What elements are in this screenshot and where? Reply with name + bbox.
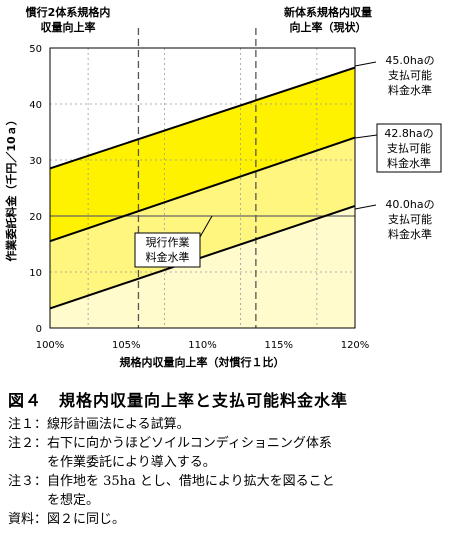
conventional-2-annotation: 慣行2体系規格内収量向上率 <box>25 5 111 34</box>
label-45ha: 45.0haの支払可能料金水準 <box>385 54 434 97</box>
y-tick-label: 10 <box>29 268 42 279</box>
fill-band-mid <box>50 137 355 309</box>
x-axis-label: 規格内収量向上率（対慣行１比） <box>120 355 285 369</box>
current-fee-leader <box>199 215 213 238</box>
note-line: 資料：図２に同じ。 <box>8 512 126 527</box>
figure-title: 図４ 規格内収量向上率と支払可能料金水準 <box>8 391 349 410</box>
plot-frame <box>49 47 356 329</box>
series-line <box>50 136 355 243</box>
note-line: を作業委託により導入する。 <box>8 455 216 470</box>
x-tick-label: 110% <box>188 340 217 351</box>
label-45ha-leader <box>354 61 377 67</box>
chart: 100% 105% 110% 115% 120% 0 10 20 30 40 50 規格内収量向上率… <box>4 5 442 369</box>
fill-band-top <box>50 67 355 242</box>
label-42-8ha-leader <box>354 134 378 139</box>
y-tick-label: 50 <box>29 44 42 55</box>
x-tick-label: 120% <box>341 340 370 351</box>
x-tick-label: 100% <box>36 340 65 351</box>
label-40ha-leader <box>354 204 377 210</box>
note-line: 注２：右下に向かうほどソイルコンディショニング体系 <box>8 436 332 451</box>
y-tick-label: 40 <box>29 100 42 111</box>
y-axis-label: 作業委託料金（千円／10ａ） <box>4 114 18 261</box>
current-fee-annotation: 現行作業料金水準 <box>146 236 190 264</box>
series-line <box>50 66 355 170</box>
fill-band-low <box>50 205 355 328</box>
y-tick-label: 20 <box>29 212 42 223</box>
y-tick-label: 0 <box>36 324 42 335</box>
y-tick-label: 30 <box>29 156 42 167</box>
label-42-8ha: 42.8haの支払可能料金水準 <box>384 127 433 170</box>
series-line <box>50 204 355 310</box>
note-line: 注１：線形計画法による試算。 <box>8 417 190 432</box>
note-line: を想定。 <box>8 493 100 508</box>
x-tick-label: 105% <box>112 340 141 351</box>
figure-caption: 図４ 規格内収量向上率と支払可能料金水準 注１：線形計画法による試算。 注２：右… <box>8 391 448 529</box>
current-fee-box <box>134 232 201 268</box>
new-system-annotation: 新体系規格内収量向上率（現状） <box>284 5 372 34</box>
note-line: 注３：自作地を 35ha とし、借地により拡大を図ること <box>8 474 335 489</box>
label-42-8ha-box <box>376 123 442 173</box>
label-40ha: 40.0haの支払可能料金水準 <box>385 198 434 241</box>
x-tick-label: 115% <box>264 340 293 351</box>
